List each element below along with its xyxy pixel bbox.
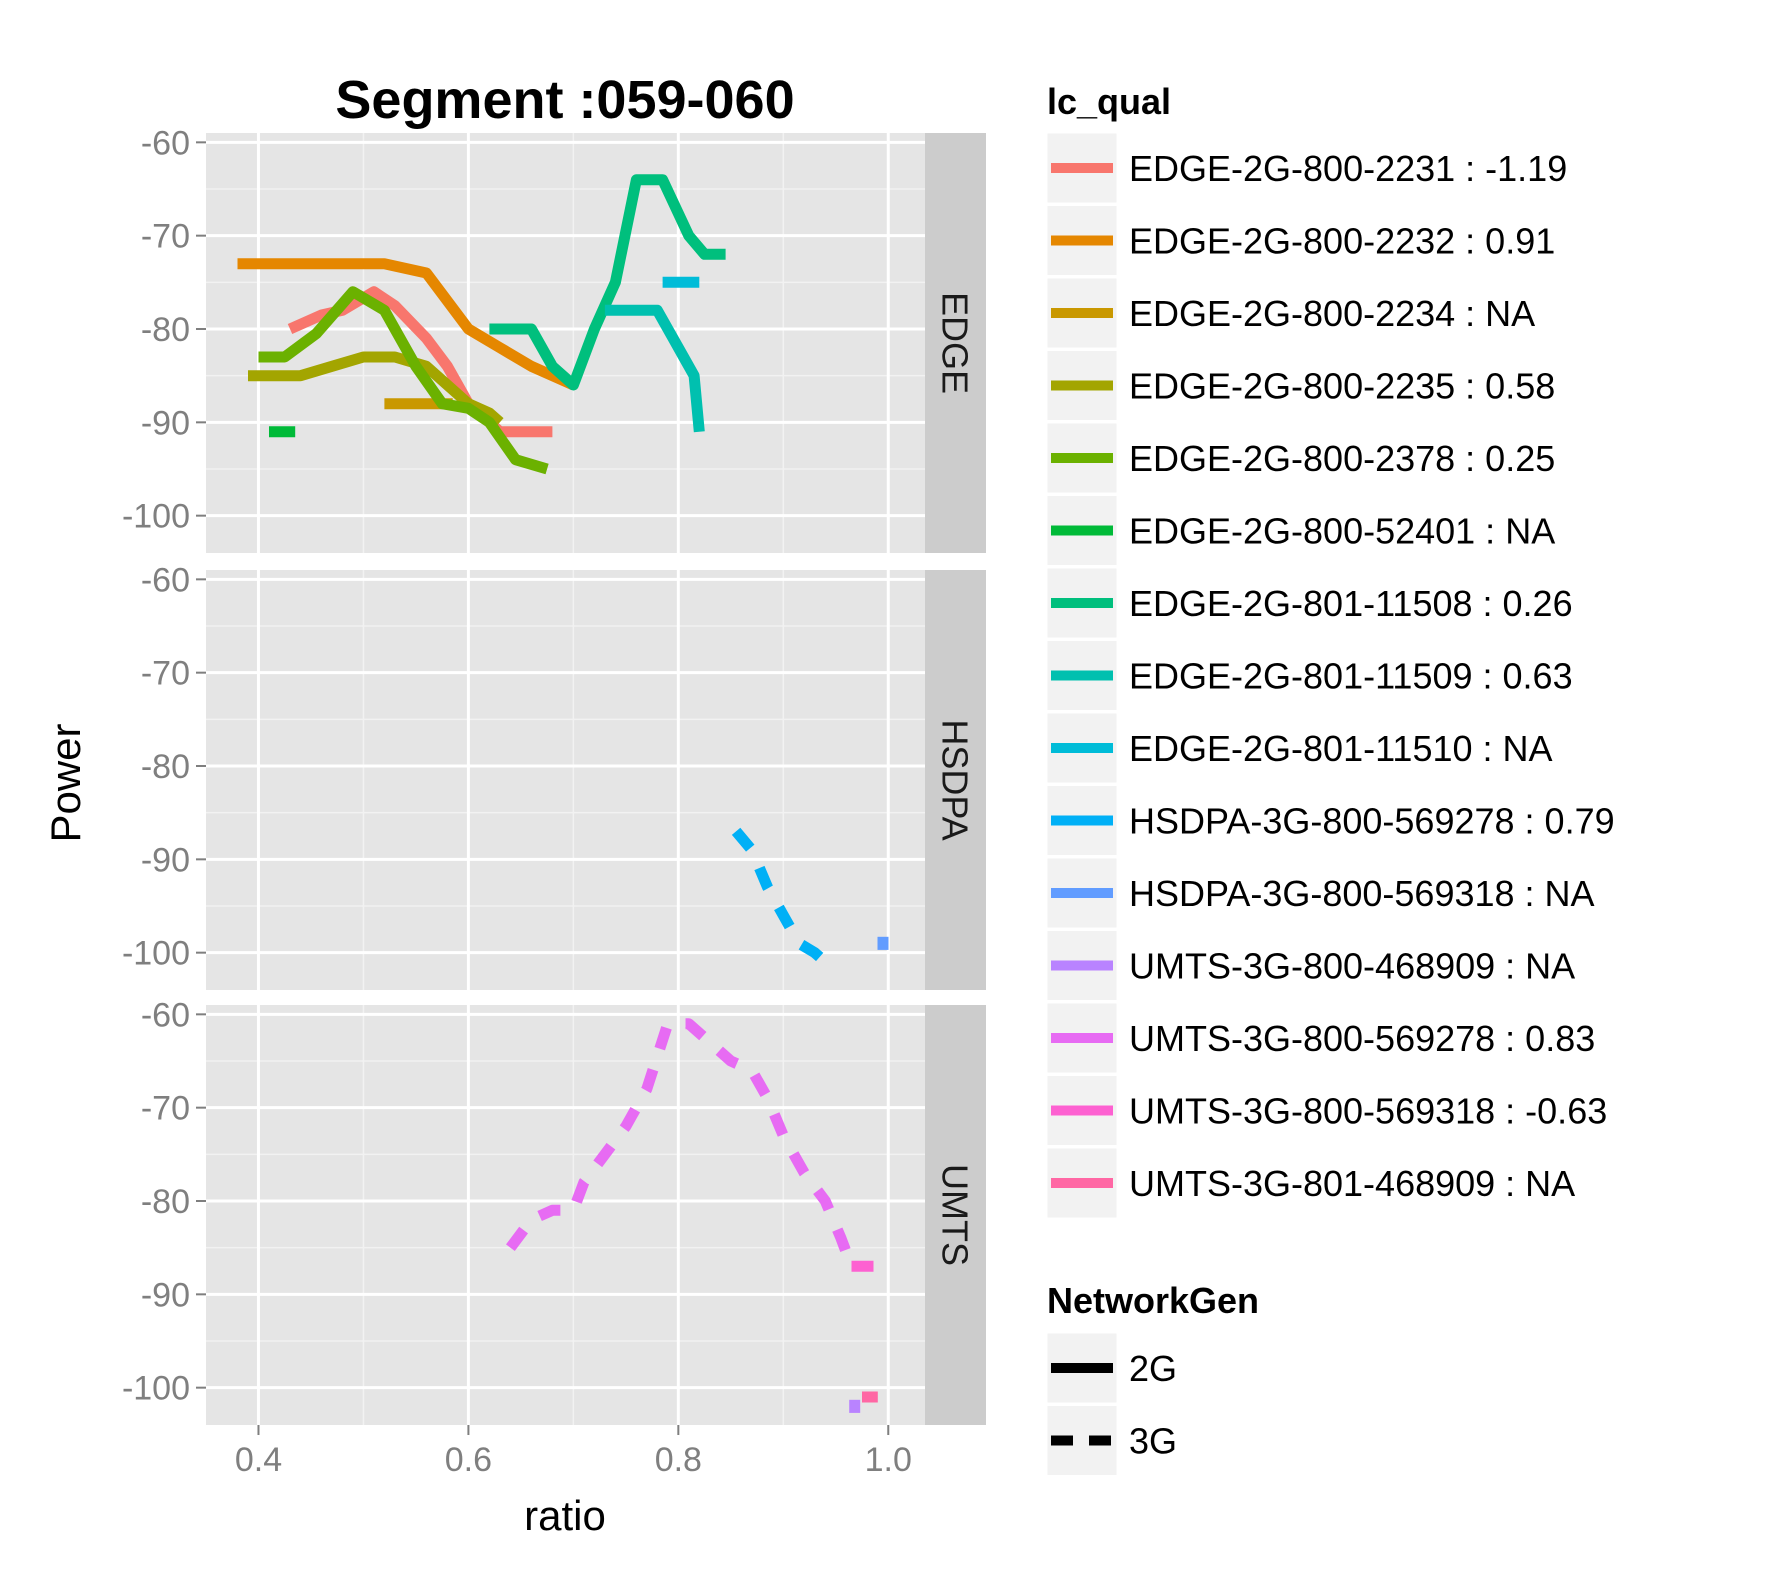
y-tick-label: -100 [122, 498, 190, 536]
panel-background [206, 133, 925, 553]
legend-item: 2G [1046, 1332, 1177, 1404]
legend-item: EDGE-2G-801-11510 : NA [1046, 712, 1553, 784]
panel-umts: -60 -70 -80 -90 -100 UMTS [122, 996, 986, 1425]
legend-network-gen-title: NetworkGen [1047, 1280, 1259, 1321]
panel-edge: -60 -70 -80 -90 -100 EDGE [122, 124, 986, 553]
legend-item: UMTS-3G-800-569318 : -0.63 [1046, 1075, 1607, 1146]
legend-item: HSDPA-3G-800-569318 : NA [1046, 857, 1595, 929]
legend-item: EDGE-2G-800-2231 : -1.19 [1046, 132, 1567, 204]
y-tick-label: -80 [141, 1183, 190, 1221]
legend-label: EDGE-2G-801-11509 : 0.63 [1129, 656, 1573, 697]
legend-lc-qual: lc_qual EDGE-2G-800-2231 : -1.19 EDGE-2G-… [1046, 81, 1615, 1219]
series-group [505, 1018, 883, 1413]
legend-item: EDGE-2G-801-11508 : 0.26 [1046, 567, 1573, 639]
series-line [237, 258, 576, 391]
y-tick-label: -90 [141, 404, 190, 442]
y-axis-title: Power [42, 723, 89, 842]
legend-label: EDGE-2G-800-2231 : -1.19 [1129, 148, 1567, 189]
series-line [505, 1018, 857, 1269]
x-axis: 0.4 0.6 0.8 1.0 [235, 1425, 912, 1479]
x-tick-label: 1.0 [865, 1441, 912, 1479]
legend-label: EDGE-2G-800-2234 : NA [1129, 293, 1535, 334]
facet-strip [925, 1005, 986, 1425]
legend-label: EDGE-2G-801-11510 : NA [1129, 728, 1553, 769]
panel-hsdpa: -60 -70 -80 -90 -100 HSDPA [122, 561, 986, 990]
y-tick-label: -70 [141, 218, 190, 256]
legend-item: EDGE-2G-801-11509 : 0.63 [1046, 640, 1573, 711]
y-tick-label: -80 [141, 311, 190, 349]
legend-item: EDGE-2G-800-2378 : 0.25 [1046, 422, 1555, 494]
x-tick-label: 0.8 [655, 1441, 702, 1479]
panel-background [206, 1005, 925, 1425]
x-tick-label: 0.6 [445, 1441, 492, 1479]
facet-strip [925, 133, 986, 553]
legend-label: UMTS-3G-801-468909 : NA [1129, 1163, 1575, 1204]
legend-item: EDGE-2G-800-2234 : NA [1046, 277, 1535, 349]
legend-label: HSDPA-3G-800-569318 : NA [1129, 873, 1595, 914]
chart-title: Segment :059-060 [335, 70, 794, 130]
legend-network-gen: NetworkGen 2G 3G [1046, 1280, 1259, 1476]
y-tick-label: -80 [141, 748, 190, 786]
legend-label: 2G [1129, 1348, 1177, 1389]
legend-label: EDGE-2G-800-52401 : NA [1129, 511, 1555, 552]
x-axis-title: ratio [524, 1492, 606, 1539]
legend-label: UMTS-3G-800-569278 : 0.83 [1129, 1018, 1595, 1059]
y-tick-label: -90 [141, 1276, 190, 1314]
legend-item: HSDPA-3G-800-569278 : 0.79 [1046, 785, 1615, 856]
facet-strip-label: UMTS [935, 1164, 976, 1266]
legend-label: UMTS-3G-800-569318 : -0.63 [1129, 1091, 1607, 1132]
y-tick-label: -70 [141, 655, 190, 693]
legend-item: EDGE-2G-800-52401 : NA [1046, 495, 1555, 566]
legend-label: EDGE-2G-800-2232 : 0.91 [1129, 221, 1555, 262]
facet-panels: -60 -70 -80 -90 -100 EDGE -60 -70 -80 -90 -100 HSDP… [122, 124, 986, 1425]
legend-label: EDGE-2G-800-2235 : 0.58 [1129, 366, 1555, 407]
series-group [731, 827, 889, 968]
series-group [237, 174, 726, 475]
legend-item: UMTS-3G-800-468909 : NA [1046, 930, 1575, 1001]
series-line [258, 286, 549, 475]
legend-item: UMTS-3G-800-569278 : 0.83 [1046, 1002, 1595, 1074]
legend-item: EDGE-2G-800-2235 : 0.58 [1046, 350, 1555, 421]
legend-item: UMTS-3G-801-468909 : NA [1046, 1147, 1575, 1219]
legend-label: EDGE-2G-800-2378 : 0.25 [1129, 438, 1555, 479]
legend-lc-qual-title: lc_qual [1047, 81, 1171, 122]
y-tick-label: -70 [141, 1090, 190, 1128]
legend-label: HSDPA-3G-800-569278 : 0.79 [1129, 801, 1615, 842]
y-tick-label: -60 [141, 124, 190, 162]
y-tick-label: -90 [141, 841, 190, 879]
legend-label: UMTS-3G-800-468909 : NA [1129, 946, 1575, 987]
legend-item: EDGE-2G-800-2232 : 0.91 [1046, 205, 1555, 276]
facet-strip [925, 570, 986, 990]
facet-strip-label: HSDPA [935, 719, 976, 840]
series-line [604, 304, 705, 433]
x-tick-label: 0.4 [235, 1441, 282, 1479]
y-tick-label: -60 [141, 561, 190, 599]
series-line [489, 174, 726, 391]
facet-strip-label: EDGE [935, 292, 976, 394]
y-tick-label: -100 [122, 1370, 190, 1408]
y-tick-label: -60 [141, 996, 190, 1034]
legend-label: 3G [1129, 1421, 1177, 1462]
y-tick-label: -100 [122, 935, 190, 973]
legend-item: 3G [1046, 1405, 1177, 1476]
panel-background [206, 570, 925, 990]
legend-label: EDGE-2G-801-11508 : 0.26 [1129, 583, 1573, 624]
